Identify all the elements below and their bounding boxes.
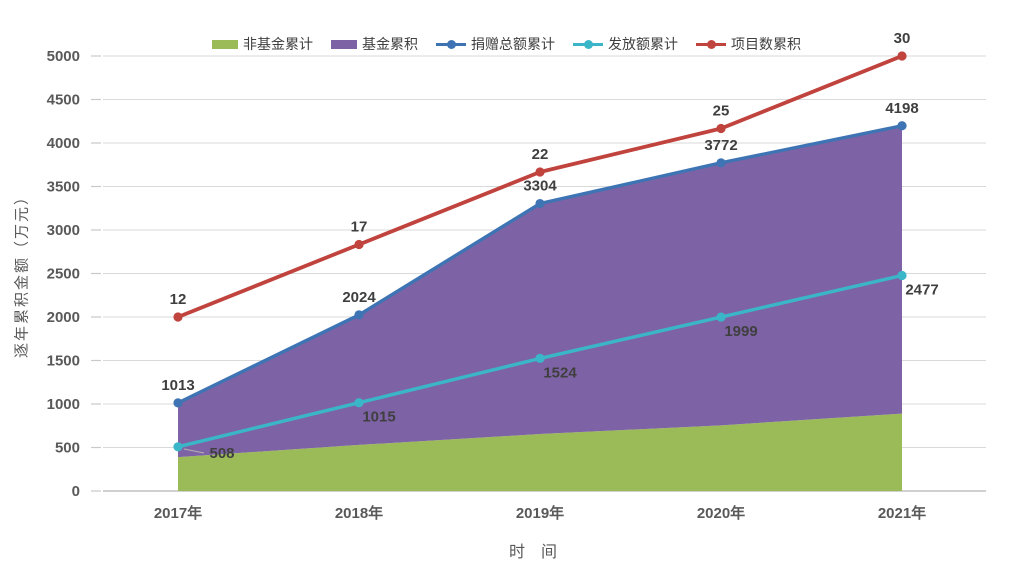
y-tick-label: 0 — [72, 483, 80, 500]
data-label: 1015 — [362, 409, 395, 426]
y-tick-label: 2000 — [47, 309, 80, 326]
y-axis-title: 逐年累积金额（万元） — [13, 187, 31, 359]
line-donation-total-marker-icon — [897, 121, 907, 131]
y-tick-label: 5000 — [47, 48, 80, 65]
line-donation-total-marker-icon — [354, 310, 364, 320]
line-distributed-marker-icon — [897, 270, 907, 281]
data-label: 3772 — [704, 137, 737, 154]
line-project-count-marker-icon — [173, 312, 183, 322]
line-donation-total-marker-icon — [716, 158, 726, 168]
data-label: 1999 — [724, 323, 757, 340]
line-donation-total — [173, 121, 907, 408]
y-axis-tick-labels: 0 500 1000 1500 2000 2500 3000 3500 4000 4500 5000 — [47, 48, 80, 500]
data-label: 2477 — [905, 282, 938, 299]
line-distributed-marker-icon — [716, 312, 726, 322]
y-tick-label: 1500 — [47, 353, 80, 370]
data-label: 12 — [170, 291, 187, 308]
area-fund — [178, 125, 902, 458]
data-label: 2024 — [342, 289, 376, 306]
line-project-count-marker-icon — [535, 167, 545, 177]
line-project-count — [173, 51, 907, 322]
line-project-count-marker-icon — [716, 123, 726, 134]
y-tick-label: 3500 — [47, 179, 80, 196]
line-distributed-marker-icon — [535, 353, 545, 364]
y-tick-label: 1000 — [47, 396, 80, 413]
x-tick-label: 2017年 — [154, 504, 202, 522]
y-tick-label: 2500 — [47, 266, 80, 283]
y-tick-label: 4000 — [47, 135, 80, 152]
data-label: 1013 — [161, 377, 194, 394]
area-non-fund — [178, 413, 902, 491]
y-tick-label: 500 — [55, 440, 80, 457]
data-label: 30 — [894, 30, 911, 47]
line-donation-total-marker-icon — [535, 198, 545, 209]
x-axis-tick-labels: 2017年 2018年 2019年 2020年 2021年 — [154, 504, 926, 522]
data-label: 3304 — [523, 178, 557, 195]
data-label: 4198 — [885, 100, 918, 117]
line-distributed-marker-icon — [173, 442, 183, 452]
data-label: 25 — [713, 103, 730, 120]
x-axis-title: 时 间 — [508, 544, 558, 561]
line-distributed-marker-icon — [354, 398, 364, 408]
x-tick-label: 2018年 — [335, 504, 383, 522]
line-distributed — [173, 270, 907, 452]
data-label: 1524 — [543, 364, 577, 381]
data-label: 508 — [209, 445, 234, 462]
y-tick-label: 4500 — [47, 92, 80, 109]
line-project-count-marker-icon — [897, 51, 907, 61]
x-tick-label: 2020年 — [697, 504, 745, 522]
x-tick-label: 2019年 — [516, 504, 564, 522]
data-labels: 1013 2024 3304 3772 4198 508 1015 1524 1999 2477 1… — [161, 30, 938, 462]
y-tick-label: 3000 — [47, 222, 80, 239]
line-donation-total-marker-icon — [173, 398, 183, 408]
x-tick-label: 2021年 — [878, 504, 926, 522]
data-label: 22 — [532, 146, 549, 163]
data-label: 17 — [351, 219, 368, 236]
label-leader-line — [183, 448, 205, 454]
line-project-count-marker-icon — [354, 239, 364, 250]
